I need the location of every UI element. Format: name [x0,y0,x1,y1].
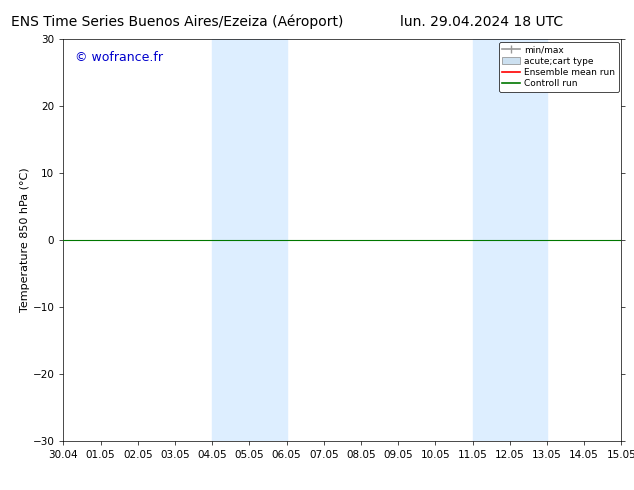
Y-axis label: Temperature 850 hPa (°C): Temperature 850 hPa (°C) [20,168,30,313]
Bar [472,39,547,441]
Text: lun. 29.04.2024 18 UTC: lun. 29.04.2024 18 UTC [400,15,564,29]
Legend: min/max, acute;cart type, Ensemble mean run, Controll run: min/max, acute;cart type, Ensemble mean … [499,42,619,92]
Text: ENS Time Series Buenos Aires/Ezeiza (Aéroport): ENS Time Series Buenos Aires/Ezeiza (Aér… [11,15,344,29]
Text: © wofrance.fr: © wofrance.fr [75,51,162,64]
Bar [212,39,287,441]
